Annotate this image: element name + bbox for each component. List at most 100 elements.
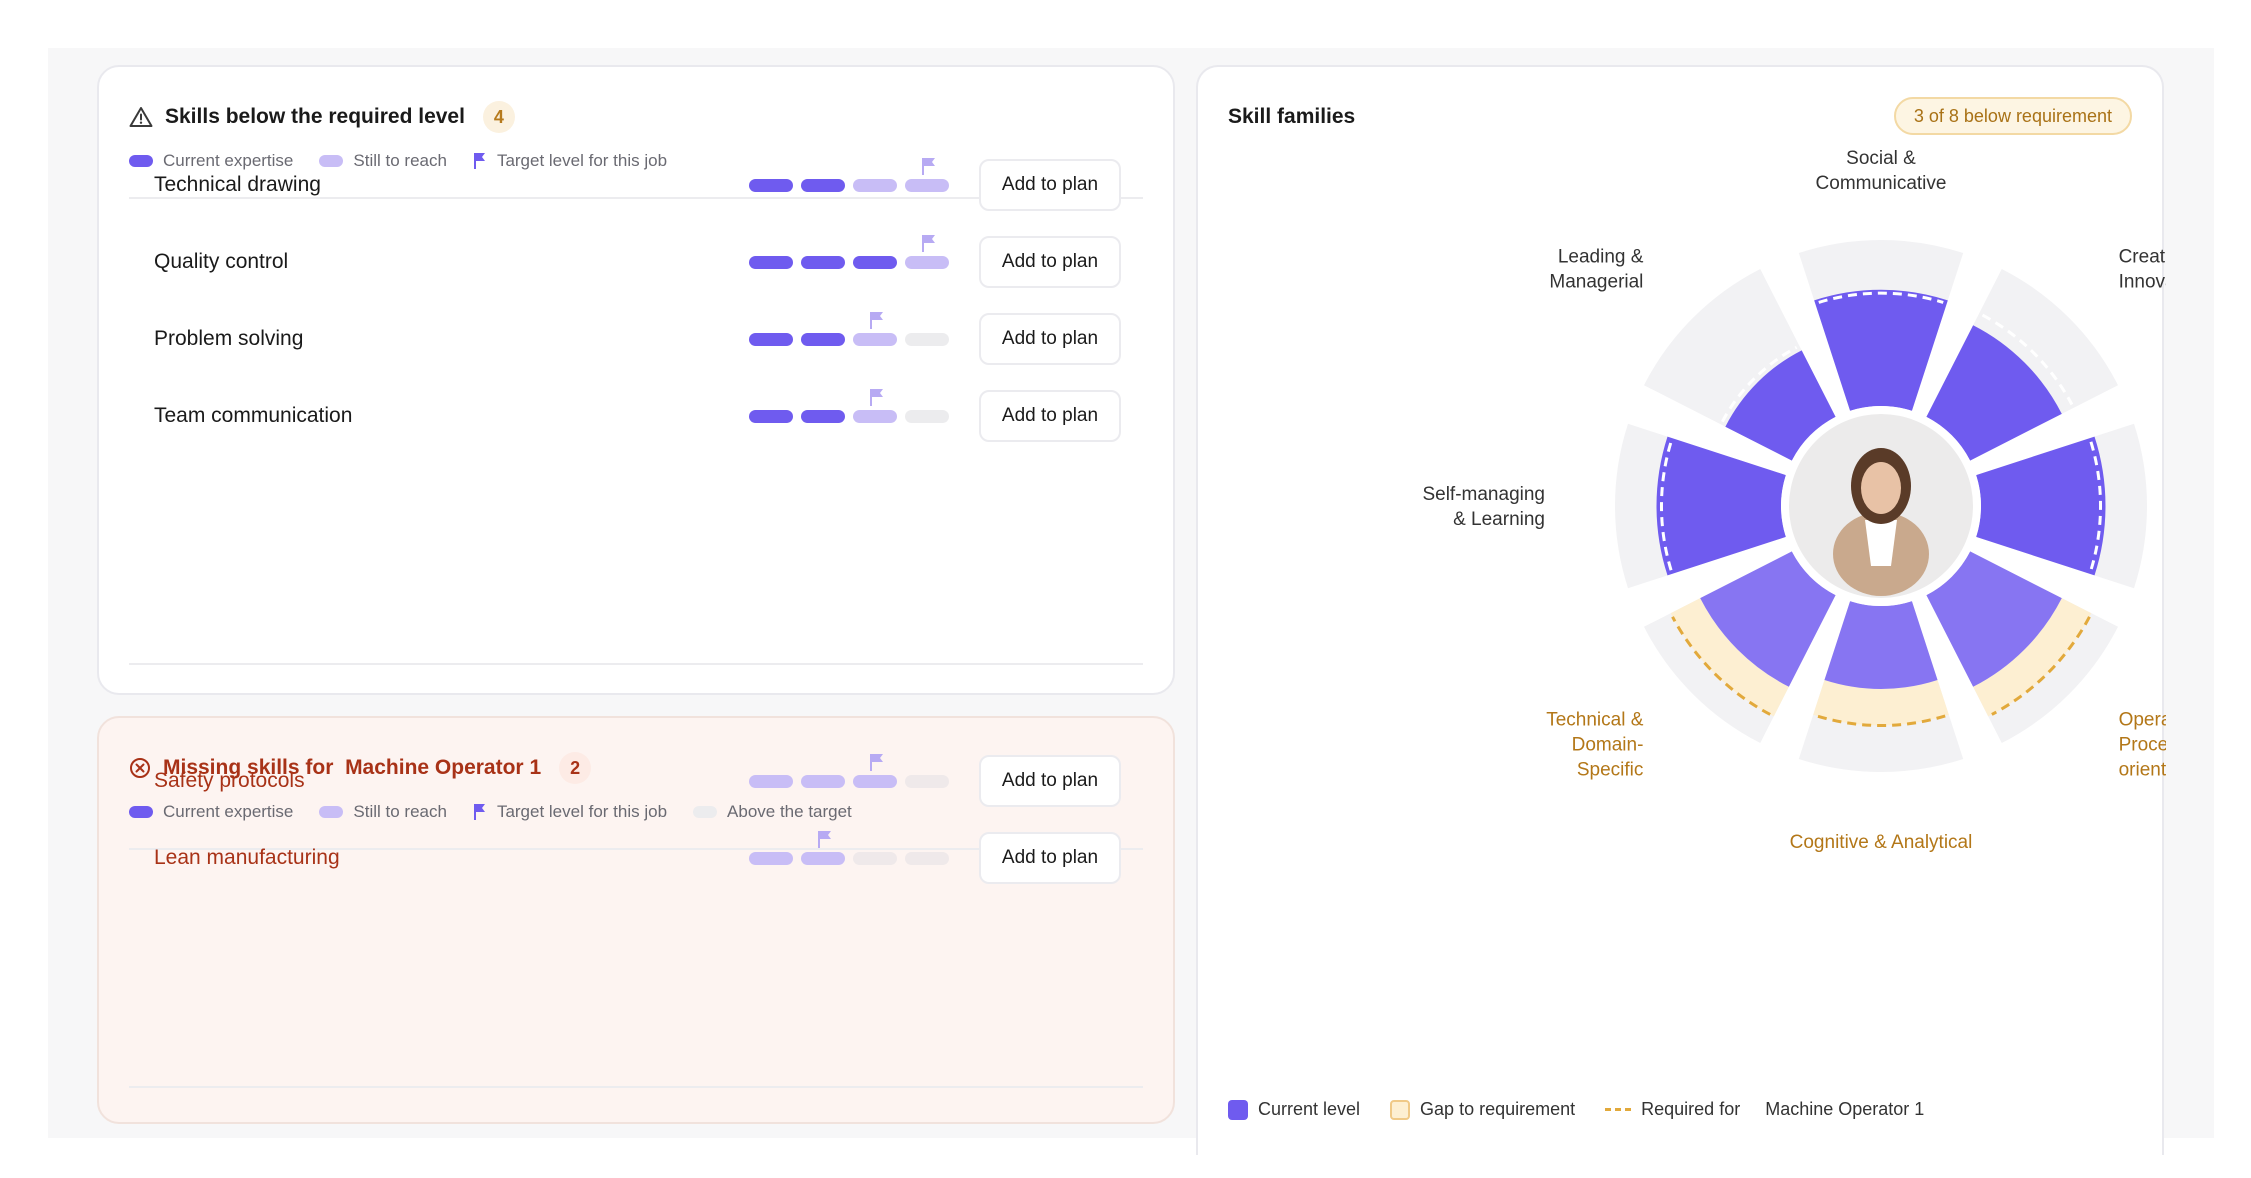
family-label-line: Innovative [2119, 271, 2166, 292]
add-to-plan-button[interactable]: Add to plan [979, 159, 1121, 211]
reach-swatch [319, 155, 344, 167]
family-required-arc [1816, 714, 1946, 727]
family-label-line: Technical & [1546, 710, 1643, 731]
level-segment [853, 753, 897, 788]
level-segment [905, 774, 949, 788]
error-circle-icon [130, 758, 150, 778]
skill-name: Technical drawing [154, 173, 321, 196]
add-to-plan-button[interactable]: Add to plan [979, 236, 1121, 288]
warning-icon [129, 107, 153, 127]
level-segment [905, 409, 949, 423]
level-segment [801, 830, 845, 865]
skill-name: Team communication [154, 404, 353, 427]
add-to-plan-button[interactable]: Add to plan [979, 755, 1121, 807]
family-label-line: Domain- [1572, 735, 1644, 756]
divider [129, 197, 1143, 199]
add-to-plan-button[interactable]: Add to plan [979, 390, 1121, 442]
family-required-arc [1981, 313, 2074, 406]
family-required-arc [1721, 346, 1798, 423]
family-gap-sector [1670, 598, 1789, 717]
level-segment [905, 332, 949, 346]
legend-current-label: Current expertise [163, 151, 294, 170]
family-current-sector[interactable] [1700, 551, 1836, 687]
family-current-sector[interactable] [1926, 325, 2062, 461]
legend-gap-label: Gap to requirement [1420, 1099, 1576, 1119]
family-current-sector[interactable] [1725, 350, 1836, 461]
family-label-line: Self-managing [1422, 484, 1545, 505]
level-segment [749, 178, 793, 192]
skills-below-header: Skills below the required level 4 [129, 101, 515, 133]
family-current-sector[interactable] [1814, 289, 1948, 411]
family-label: Self-managing & Learning [1422, 484, 1545, 530]
missing-title-job: Machine Operator 1 [345, 756, 542, 779]
level-segment [801, 178, 845, 192]
family-label-line: Creative & [2119, 246, 2166, 267]
skills-below-card: Skills below the required level 4 Curren… [97, 65, 1175, 695]
flag-icon [473, 804, 485, 820]
skill-row: Lean manufacturing Add to plan [154, 830, 1121, 885]
missing-title-prefix: Missing skills for [163, 756, 334, 779]
level-segment [853, 178, 897, 192]
legend-above: Above the target [693, 802, 852, 822]
legend-current: Current expertise [129, 802, 293, 822]
skill-row: Safety protocols Add to plan [154, 753, 1121, 808]
level-segment [905, 851, 949, 865]
level-segment [749, 774, 793, 788]
family-label-line: Communicative [1816, 173, 1947, 194]
divider [129, 848, 1143, 850]
family-gap-sector [1973, 598, 2092, 717]
level-segment [853, 851, 897, 865]
target-flag-icon [870, 311, 883, 329]
family-label: Social & Communicative [1816, 148, 1947, 194]
level-segment [853, 311, 897, 346]
family-current-sector[interactable] [1976, 436, 2106, 576]
family-label-line: Leading & [1558, 246, 1644, 267]
family-current-sector[interactable] [1656, 436, 1786, 576]
family-label: Cognitive & Analytical [1790, 832, 1973, 853]
family-current-sector[interactable] [1926, 551, 2062, 687]
skill-families-card: Social & Communicative Creative & Innovativ… [1196, 65, 2166, 1155]
target-flag-icon [870, 753, 883, 771]
missing-skills-header: Missing skills for Machine Operator 1 2 [129, 752, 592, 784]
legend-required-job: Machine Operator 1 [1765, 1099, 1925, 1119]
target-flag-icon [922, 234, 935, 252]
legend-target: Target level for this job [473, 151, 667, 171]
add-to-plan-button[interactable]: Add to plan [979, 832, 1121, 884]
legend-target-label: Target level for this job [496, 802, 668, 821]
family-label: Technical & Domain- Specific [1546, 710, 1643, 781]
level-segment [749, 409, 793, 423]
family-current-sector[interactable] [1824, 601, 1938, 689]
legend-current-level-label: Current level [1258, 1099, 1361, 1119]
missing-skills-count: 2 [559, 752, 592, 784]
add-to-plan-button[interactable]: Add to plan [979, 313, 1121, 365]
skill-level-bar [749, 234, 949, 269]
level-segment [853, 388, 897, 423]
skill-name: Quality control [154, 250, 289, 273]
skills-below-legend: Current expertise Still to reach Target … [129, 151, 667, 171]
level-segment [801, 255, 845, 269]
skill-level-bar [749, 753, 949, 788]
skill-name: Safety protocols [154, 769, 305, 792]
divider [129, 663, 1143, 665]
legend-required: Required for Machine Operator 1 [1605, 1099, 1924, 1120]
family-required-arc [1660, 441, 1673, 571]
current-swatch [129, 155, 153, 167]
level-segment [905, 157, 949, 192]
missing-skills-legend: Current expertise Still to reach Target … [129, 802, 852, 822]
legend-target-label: Target level for this job [496, 151, 668, 170]
level-segment [801, 409, 845, 423]
flag-icon [473, 153, 485, 169]
legend-target: Target level for this job [473, 802, 667, 822]
skills-below-count: 4 [482, 101, 515, 133]
skill-name: Problem solving [154, 327, 304, 350]
divider [129, 1086, 1143, 1088]
current-swatch [129, 806, 153, 818]
missing-skills-title: Missing skills for Machine Operator 1 [163, 756, 541, 780]
family-label-line: Specific [1577, 760, 1644, 781]
legend-reach-label: Still to reach [353, 151, 447, 170]
skill-families-title: Skill families [1228, 105, 1356, 128]
skill-row: Quality control Add to plan [154, 234, 1121, 289]
level-segment [801, 774, 845, 788]
target-flag-icon [870, 388, 883, 406]
legend-reach-label: Still to reach [353, 802, 447, 821]
